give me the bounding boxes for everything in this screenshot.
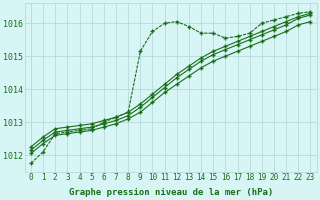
X-axis label: Graphe pression niveau de la mer (hPa): Graphe pression niveau de la mer (hPa) — [68, 188, 273, 197]
